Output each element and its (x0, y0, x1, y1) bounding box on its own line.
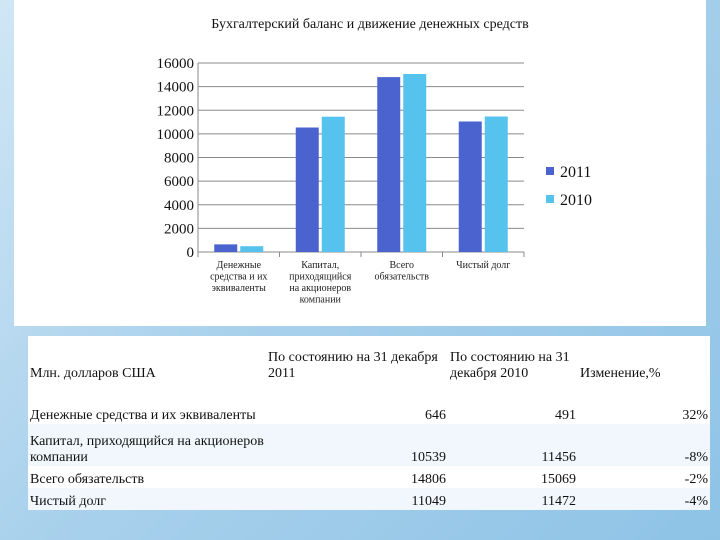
gridlines (197, 62, 525, 257)
row-value-2010: 15069 (448, 466, 578, 488)
financial-table: Млн. долларов США По состоянию на 31 дек… (28, 336, 710, 510)
bars (214, 73, 508, 253)
y-axis-ticks: 16000 14000 12000 10000 8000 6000 4000 2000 0 (157, 56, 195, 261)
category-label-line: Чистый долг (456, 260, 510, 271)
x-axis-categories: Денежные средства и их эквиваленты Капитал,… (210, 260, 510, 306)
y-tick-label: 8000 (164, 151, 194, 167)
table-row: Чистый долг 11049 11472 -4% (28, 488, 710, 510)
category-label: Капитал, приходящийся на акционеров компани… (289, 260, 352, 306)
row-label: Капитал, приходящийся на акционеров комп… (28, 424, 266, 466)
bar-chart: Бухгалтерский баланс и движение денежных… (157, 17, 593, 306)
row-value-2010: 491 (448, 382, 578, 424)
row-change: -2% (578, 466, 710, 488)
category-label-line: Капитал, (301, 260, 339, 271)
y-tick-label: 12000 (157, 103, 195, 119)
row-value-2010: 11456 (448, 424, 578, 466)
legend: 2011 2010 (546, 164, 592, 209)
bar-2011 (214, 244, 238, 252)
category-label-line: эквиваленты (212, 283, 266, 294)
y-tick-label: 16000 (157, 56, 195, 72)
bar-2011 (377, 77, 401, 252)
y-tick-label: 4000 (164, 198, 194, 214)
bar-2010 (240, 246, 264, 252)
category-label-line: компании (300, 295, 342, 306)
chart-panel: Бухгалтерский баланс и движение денежных… (14, 0, 706, 326)
financial-table-container: Млн. долларов США По состоянию на 31 дек… (28, 336, 710, 512)
row-value-2011: 11049 (266, 488, 448, 510)
legend-label-2011: 2011 (560, 164, 591, 181)
row-label: Всего обязательств (28, 466, 266, 488)
row-label: Чистый долг (28, 488, 266, 510)
row-value-2011: 10539 (266, 424, 448, 466)
row-change: -8% (578, 424, 710, 466)
row-value-2010: 11472 (448, 488, 578, 510)
table-row: Денежные средства и их эквиваленты 646 4… (28, 382, 710, 424)
bar-2011 (295, 127, 319, 252)
header-2010: По состоянию на 31 декабря 2010 (448, 336, 578, 382)
legend-swatch-2011 (546, 167, 554, 175)
header-change: Изменение,% (578, 336, 710, 382)
bar-2010 (321, 116, 345, 253)
row-value-2011: 646 (266, 382, 448, 424)
category-label-line: обязательств (375, 272, 430, 283)
row-value-2011: 14806 (266, 466, 448, 488)
bar-2010 (403, 73, 427, 252)
table-row: Всего обязательств 14806 15069 -2% (28, 466, 710, 488)
header-2011: По состоянию на 31 декабря 2011 (266, 336, 448, 382)
row-label: Денежные средства и их эквиваленты (28, 382, 266, 424)
y-tick-label: 14000 (157, 80, 195, 96)
row-change: 32% (578, 382, 710, 424)
category-label-line: Денежные (216, 260, 261, 271)
category-label: Денежные средства и их эквиваленты (210, 260, 267, 294)
category-label-line: средства и их (210, 272, 267, 283)
category-label-line: на акционеров (289, 283, 351, 294)
chart-title: Бухгалтерский баланс и движение денежных… (211, 17, 529, 32)
category-label-line: Всего (389, 260, 414, 271)
y-tick-label: 2000 (164, 221, 194, 237)
y-tick-label: 10000 (157, 127, 195, 143)
category-label: Чистый долг (456, 260, 510, 271)
legend-swatch-2010 (546, 195, 554, 203)
category-label-line: приходящийся (289, 272, 352, 283)
row-change: -4% (578, 488, 710, 510)
bar-2010 (484, 116, 508, 252)
header-label: Млн. долларов США (28, 336, 266, 382)
table-header-row: Млн. долларов США По состоянию на 31 дек… (28, 336, 710, 382)
bar-2011 (458, 121, 482, 252)
y-tick-label: 6000 (164, 174, 194, 190)
legend-label-2010: 2010 (560, 192, 592, 209)
y-tick-label: 0 (187, 245, 195, 261)
table-row: Капитал, приходящийся на акционеров комп… (28, 424, 710, 466)
category-label: Всего обязательств (375, 260, 430, 283)
